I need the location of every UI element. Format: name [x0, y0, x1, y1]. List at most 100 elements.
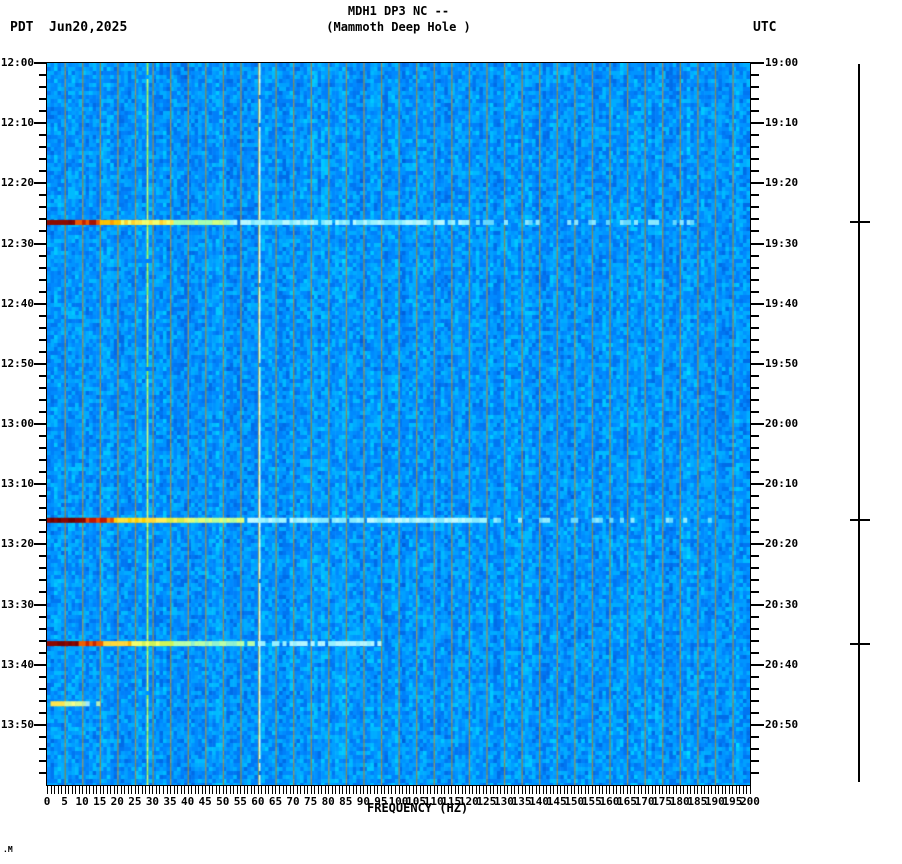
freq-label: 80	[321, 795, 335, 808]
freq-tick	[626, 786, 628, 794]
time-label-pdt: 12:30	[0, 236, 34, 250]
freq-tick	[419, 786, 421, 794]
freq-tick	[732, 786, 734, 794]
freq-tick	[89, 786, 91, 794]
freq-tick	[215, 786, 217, 794]
freq-tick	[489, 786, 491, 794]
time-tick-right	[751, 531, 759, 534]
freq-tick	[47, 786, 48, 794]
time-tick-right	[751, 699, 759, 702]
time-tick-left	[39, 495, 47, 498]
time-tick-right	[751, 86, 759, 89]
freq-tick	[658, 786, 660, 794]
freq-label: 30	[145, 795, 160, 808]
freq-tick	[141, 786, 143, 794]
time-tick-right	[751, 447, 759, 450]
time-tick-left	[39, 687, 47, 690]
freq-label: 90	[356, 795, 370, 808]
time-tick-right	[751, 759, 759, 762]
freq-tick	[514, 786, 516, 794]
time-label-utc: 20:30	[765, 597, 799, 611]
time-tick-left	[39, 519, 47, 522]
freq-tick	[64, 786, 66, 794]
freq-tick	[275, 786, 277, 794]
freq-tick	[416, 786, 418, 794]
time-tick-right	[751, 74, 759, 77]
time-tick-right	[751, 302, 764, 305]
freq-label: 40	[180, 795, 195, 808]
freq-tick	[61, 786, 63, 794]
freq-tick	[236, 786, 238, 794]
freq-tick	[205, 786, 207, 794]
time-label-pdt: 13:20	[0, 537, 34, 551]
time-tick-right	[751, 230, 759, 233]
time-tick-left	[39, 86, 47, 89]
time-tick-left	[39, 278, 47, 281]
timezone-right-label: UTC	[753, 20, 777, 35]
freq-tick	[496, 786, 498, 794]
freq-tick	[644, 786, 646, 794]
time-tick-left	[34, 603, 47, 606]
freq-tick	[264, 786, 266, 794]
freq-tick	[563, 786, 565, 794]
time-tick-left	[39, 314, 47, 317]
freq-tick	[686, 786, 688, 794]
time-tick-right	[751, 122, 764, 125]
freq-label: 115	[441, 795, 462, 808]
time-tick-left	[39, 639, 47, 642]
time-tick-right	[751, 471, 759, 474]
freq-tick	[138, 786, 140, 794]
freq-tick	[507, 786, 509, 794]
time-tick-right	[751, 663, 764, 666]
time-tick-right	[751, 651, 759, 654]
time-tick-left	[39, 110, 47, 113]
time-tick-left	[39, 747, 47, 750]
freq-tick	[500, 786, 502, 794]
freq-tick	[655, 786, 657, 794]
freq-tick	[293, 786, 295, 794]
time-tick-left	[34, 423, 47, 425]
freq-tick	[247, 786, 249, 794]
freq-tick	[124, 786, 126, 794]
time-tick-right	[751, 519, 759, 522]
freq-label: 170	[634, 795, 655, 808]
time-tick-right	[751, 326, 759, 329]
freq-tick	[423, 786, 425, 794]
time-tick-right	[751, 134, 759, 137]
freq-tick	[345, 786, 347, 794]
freq-tick	[465, 786, 467, 794]
freq-tick	[212, 786, 214, 794]
spectrogram-canvas	[47, 63, 750, 785]
time-tick-left	[39, 194, 47, 197]
freq-tick	[170, 786, 172, 794]
time-tick-right	[751, 435, 759, 438]
freq-tick	[268, 786, 270, 794]
freq-tick	[412, 786, 414, 794]
time-tick-left	[39, 410, 47, 413]
freq-label: 175	[652, 795, 673, 808]
freq-tick	[714, 786, 716, 794]
freq-label: 20	[110, 795, 124, 808]
freq-tick	[704, 786, 706, 794]
freq-tick	[609, 786, 611, 794]
freq-tick	[250, 786, 252, 794]
time-tick-left	[34, 543, 47, 546]
freq-label: 55	[233, 795, 247, 808]
freq-tick	[426, 786, 428, 794]
time-label-pdt: 13:10	[0, 477, 34, 491]
time-tick-left	[34, 723, 47, 726]
time-tick-left	[39, 579, 47, 582]
freq-tick	[447, 786, 449, 794]
freq-tick	[556, 786, 558, 794]
event-marker-axis	[858, 64, 860, 782]
freq-tick	[391, 786, 393, 794]
freq-tick	[510, 786, 512, 794]
freq-tick	[201, 786, 203, 794]
freq-tick	[683, 786, 685, 794]
freq-tick	[662, 786, 664, 794]
time-tick-right	[751, 278, 759, 281]
freq-tick	[321, 786, 323, 794]
time-tick-left	[34, 302, 47, 305]
freq-tick	[454, 786, 456, 794]
freq-label: 150	[564, 795, 585, 808]
